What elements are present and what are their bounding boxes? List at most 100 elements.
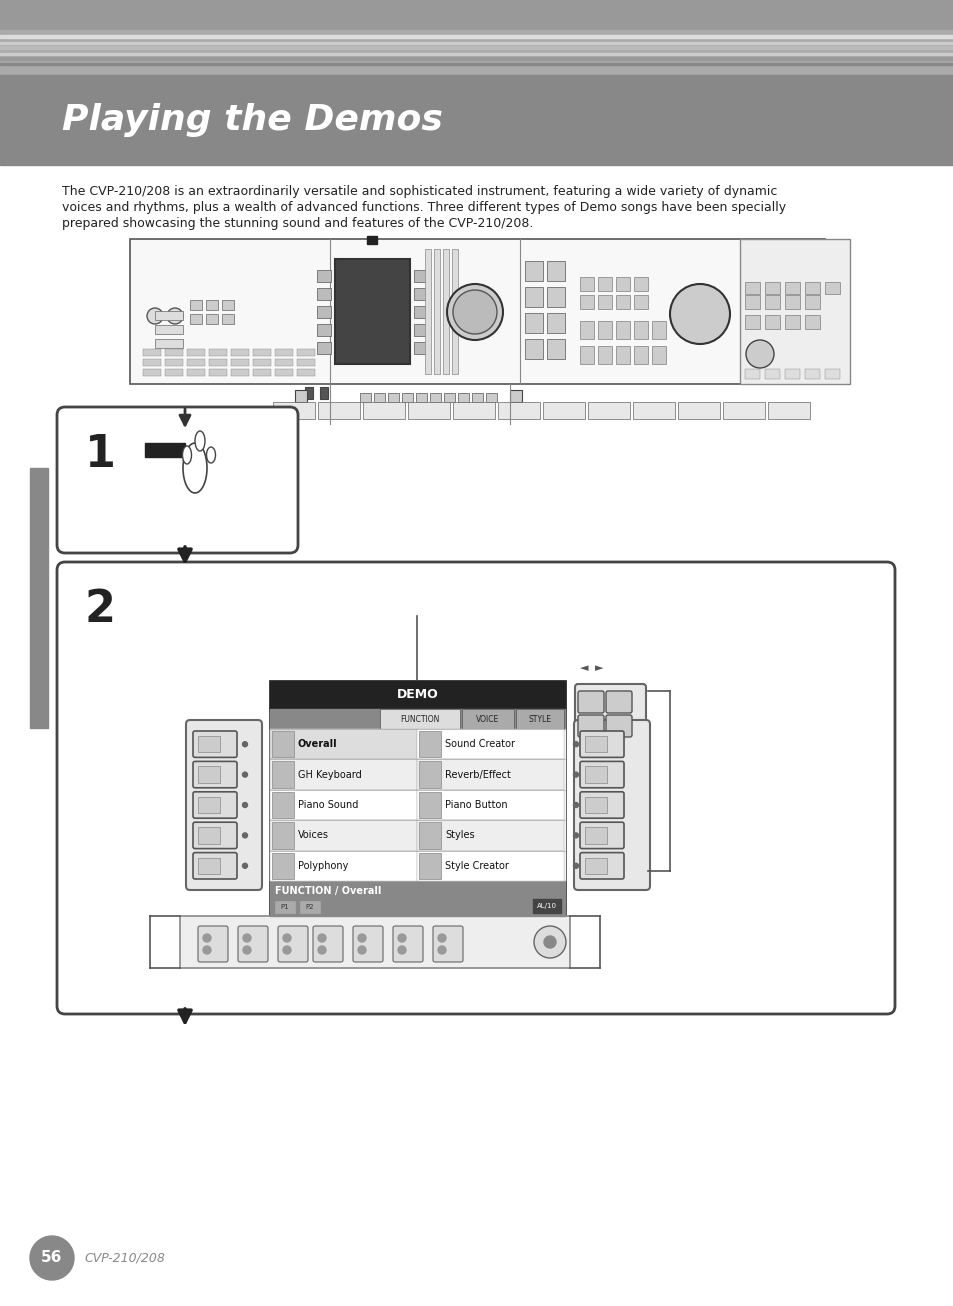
Bar	[272, 761, 294, 788]
Bar	[472, 393, 482, 402]
Bar	[584, 737, 606, 752]
FancyBboxPatch shape	[277, 926, 308, 963]
Bar	[542, 402, 584, 419]
Circle shape	[437, 946, 446, 953]
Bar	[187, 370, 205, 376]
Text: voices and rhythms, plus a wealth of advanced functions. Three different types o: voices and rhythms, plus a wealth of adv…	[62, 201, 785, 214]
Bar	[198, 827, 220, 844]
FancyBboxPatch shape	[578, 714, 603, 737]
Bar	[651, 321, 665, 340]
FancyBboxPatch shape	[579, 761, 623, 788]
FancyBboxPatch shape	[353, 926, 382, 963]
Text: Piano Sound: Piano Sound	[297, 801, 358, 810]
FancyBboxPatch shape	[193, 731, 236, 757]
Bar	[546, 313, 564, 333]
Bar	[722, 402, 764, 419]
Circle shape	[30, 1235, 74, 1280]
Bar	[824, 370, 840, 379]
Circle shape	[573, 742, 578, 747]
Bar	[319, 387, 328, 400]
Bar	[416, 790, 563, 820]
Bar	[187, 359, 205, 366]
Bar	[180, 916, 569, 968]
Bar	[546, 261, 564, 281]
Bar	[270, 680, 564, 709]
Bar	[416, 393, 427, 402]
Bar	[253, 359, 271, 366]
Bar	[524, 261, 542, 281]
Bar	[270, 729, 564, 882]
Bar	[379, 709, 459, 729]
Ellipse shape	[206, 447, 215, 464]
Bar	[270, 759, 416, 790]
Bar	[784, 315, 800, 329]
FancyBboxPatch shape	[193, 761, 236, 788]
Circle shape	[242, 833, 247, 838]
Bar	[579, 346, 594, 364]
Text: Voices: Voices	[297, 831, 329, 840]
Bar	[143, 349, 161, 357]
Ellipse shape	[194, 431, 205, 451]
Bar	[0, 54, 953, 55]
Bar	[616, 295, 629, 310]
Bar	[274, 349, 293, 357]
FancyBboxPatch shape	[313, 926, 343, 963]
Bar	[598, 346, 612, 364]
Bar	[598, 321, 612, 340]
Bar	[316, 324, 331, 336]
Circle shape	[242, 742, 247, 747]
Bar	[273, 402, 314, 419]
Text: The CVP-210/208 is an extraordinarily versatile and sophisticated instrument, fe: The CVP-210/208 is an extraordinarily ve…	[62, 185, 777, 199]
Bar	[222, 313, 233, 324]
Bar	[424, 249, 431, 374]
Bar	[546, 340, 564, 359]
Text: prepared showcasing the stunning sound and features of the CVP-210/208.: prepared showcasing the stunning sound a…	[62, 217, 533, 230]
Bar	[206, 313, 218, 324]
Bar	[418, 853, 440, 879]
Circle shape	[437, 934, 446, 942]
Bar	[367, 236, 376, 244]
Bar	[316, 306, 331, 317]
Bar	[784, 370, 800, 379]
Bar	[299, 901, 319, 913]
Bar	[294, 390, 307, 402]
Bar	[154, 311, 183, 320]
Bar	[317, 402, 359, 419]
Circle shape	[397, 934, 406, 942]
Circle shape	[283, 934, 291, 942]
Bar	[270, 882, 564, 916]
Bar	[274, 370, 293, 376]
Bar	[414, 306, 428, 317]
Bar	[270, 850, 416, 882]
Bar	[253, 349, 271, 357]
Bar	[416, 820, 563, 850]
Circle shape	[534, 926, 565, 959]
Text: 2: 2	[85, 588, 116, 631]
FancyBboxPatch shape	[57, 562, 894, 1013]
Bar	[457, 393, 469, 402]
Bar	[579, 321, 594, 340]
Bar	[165, 349, 183, 357]
Bar	[359, 393, 371, 402]
Text: GH Keyboard: GH Keyboard	[297, 769, 361, 780]
Bar	[190, 300, 202, 310]
Bar	[198, 858, 220, 874]
Bar	[418, 823, 440, 849]
Bar	[154, 325, 183, 334]
Bar	[767, 402, 809, 419]
Bar	[443, 393, 455, 402]
Circle shape	[453, 290, 497, 334]
Bar	[461, 709, 514, 729]
Bar	[270, 820, 416, 850]
Circle shape	[573, 863, 578, 868]
Text: VOICE: VOICE	[476, 714, 499, 724]
Bar	[764, 370, 780, 379]
FancyBboxPatch shape	[237, 926, 268, 963]
Bar	[584, 827, 606, 844]
Bar	[0, 74, 953, 165]
Circle shape	[447, 283, 502, 340]
Text: Piano Button: Piano Button	[444, 801, 507, 810]
Bar	[524, 340, 542, 359]
Bar	[584, 797, 606, 814]
Bar	[744, 315, 760, 329]
